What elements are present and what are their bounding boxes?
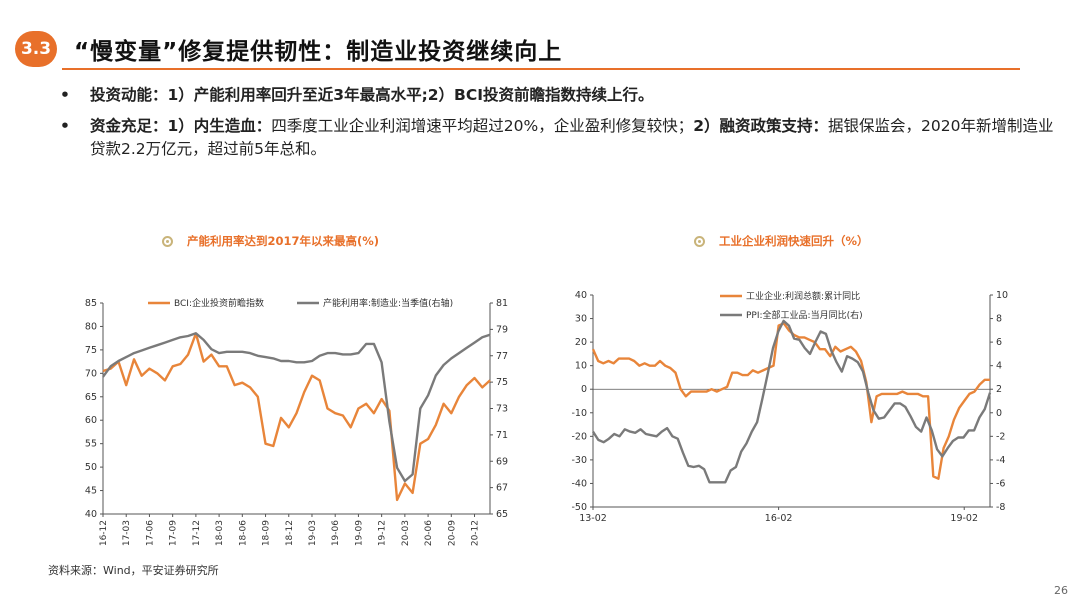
left-tick-label: 65	[85, 392, 97, 403]
chart-1-title-text: 产能利用率达到2017年以来最高(%)	[187, 234, 380, 248]
right-tick-label: -4	[996, 455, 1005, 466]
title-divider	[62, 68, 1020, 70]
chart-2-title-text: 工业企业利润快速回升（%）	[719, 234, 869, 248]
x-tick-label: 20-09	[447, 520, 457, 546]
left-tick-label: 40	[575, 290, 587, 301]
left-tick-label: 80	[85, 321, 97, 332]
left-tick-label: -30	[571, 455, 587, 466]
right-tick-label: 8	[996, 314, 1002, 325]
right-tick-label: 2	[996, 384, 1002, 395]
right-tick-label: 4	[996, 361, 1002, 372]
chart-1-title: 产能利用率达到2017年以来最高(%)	[162, 233, 379, 249]
legend-label: BCI:企业投资前瞻指数	[174, 297, 264, 309]
x-tick-label: 18-12	[285, 520, 295, 546]
right-tick-label: 79	[496, 324, 508, 335]
x-tick-label: 19-06	[331, 520, 341, 546]
left-tick-label: 0	[581, 384, 587, 395]
left-tick-label: 20	[575, 337, 587, 348]
left-tick-label: 50	[85, 462, 97, 473]
x-tick-label: 17-12	[192, 520, 202, 546]
series-line-2	[591, 319, 992, 484]
bullet-text: 据银保监会，2020年新增制造业贷款2.2万亿元，超过前5年总和。	[90, 117, 1054, 158]
right-tick-label: -8	[996, 502, 1005, 513]
right-tick-label: 67	[496, 483, 508, 494]
x-tick-label: 18-03	[215, 520, 225, 546]
x-tick-label: 19-12	[378, 520, 388, 546]
right-tick-label: 73	[496, 404, 508, 415]
chart-title-marker-icon	[162, 235, 173, 247]
x-tick-label: 16-02	[765, 513, 793, 524]
x-tick-label: 19-02	[950, 513, 978, 524]
right-tick-label: 77	[496, 351, 508, 362]
legend-label: PPI:全部工业品:当月同比(右)	[746, 309, 863, 321]
right-tick-label: 81	[496, 298, 508, 309]
left-tick-label: 10	[575, 361, 587, 372]
left-tick-label: 30	[575, 314, 587, 325]
x-tick-label: 20-06	[424, 520, 434, 546]
left-tick-label: 45	[85, 486, 97, 497]
page-title: “慢变量”修复提供韧性：制造业投资继续向上	[74, 39, 563, 65]
left-tick-label: -50	[571, 502, 587, 513]
left-tick-label: 85	[85, 298, 97, 309]
left-tick-label: 75	[85, 345, 97, 356]
x-tick-label: 18-06	[238, 520, 248, 546]
section-number-badge: 3.3	[15, 31, 57, 67]
right-tick-label: -2	[996, 431, 1005, 442]
bullet-dot: •	[60, 117, 70, 135]
left-tick-label: 55	[85, 439, 97, 450]
right-tick-label: 75	[496, 377, 508, 388]
source-note: 资料来源：Wind，平安证券研究所	[48, 564, 219, 577]
right-tick-label: 69	[496, 456, 508, 467]
x-tick-label: 20-03	[401, 520, 411, 546]
right-tick-label: 71	[496, 430, 508, 441]
x-tick-label: 19-03	[308, 520, 318, 546]
right-tick-label: 65	[496, 509, 508, 520]
x-tick-label: 16-12	[99, 520, 109, 546]
series-line-2	[102, 332, 491, 483]
legend-label: 工业企业:利润总额:累计同比	[746, 290, 860, 302]
bullet-text: 四季度工业企业利润增速平均超过20%，企业盈利修复较快；	[271, 117, 694, 135]
right-tick-label: 0	[996, 408, 1002, 419]
left-tick-label: 40	[85, 509, 97, 520]
left-tick-label: -20	[571, 431, 587, 442]
bullet-list: • 投资动能：1）产能利用率回升至近3年最高水平;2）BCI投资前瞻指数持续上行…	[60, 84, 1060, 169]
right-tick-label: -6	[996, 478, 1005, 489]
bullet-item: • 投资动能：1）产能利用率回升至近3年最高水平;2）BCI投资前瞻指数持续上行…	[60, 84, 1060, 107]
series-line-1	[591, 322, 990, 480]
left-tick-label: 70	[85, 368, 97, 379]
series-line-1	[102, 332, 491, 502]
left-tick-label: -10	[571, 408, 587, 419]
bullet-item: • 资金充足：1）内生造血：四季度工业企业利润增速平均超过20%，企业盈利修复较…	[60, 115, 1060, 161]
bullet-dot: •	[60, 86, 70, 104]
x-tick-label: 17-06	[145, 520, 155, 546]
bullet-lead: 资金充足：1）内生造血：	[90, 117, 272, 135]
x-tick-label: 13-02	[579, 513, 607, 524]
left-tick-label: 60	[85, 415, 97, 426]
page-number: 26	[1054, 584, 1068, 597]
x-tick-label: 17-09	[169, 520, 179, 546]
legend-label: 产能利用率:制造业:当季值(右轴)	[323, 297, 453, 309]
x-tick-label: 17-03	[122, 520, 132, 546]
x-tick-label: 20-12	[471, 520, 481, 546]
x-tick-label: 19-09	[354, 520, 364, 546]
bullet-lead: 2）融资政策支持：	[693, 117, 829, 135]
bullet-lead: 投资动能：1）产能利用率回升至近3年最高水平;2）BCI投资前瞻指数持续上行。	[90, 86, 654, 104]
x-tick-label: 18-09	[262, 520, 272, 546]
right-tick-label: 10	[996, 290, 1008, 301]
chart-2-title: 工业企业利润快速回升（%）	[694, 233, 869, 249]
right-tick-label: 6	[996, 337, 1002, 348]
chart-title-marker-icon	[694, 235, 705, 247]
left-tick-label: -40	[571, 478, 587, 489]
